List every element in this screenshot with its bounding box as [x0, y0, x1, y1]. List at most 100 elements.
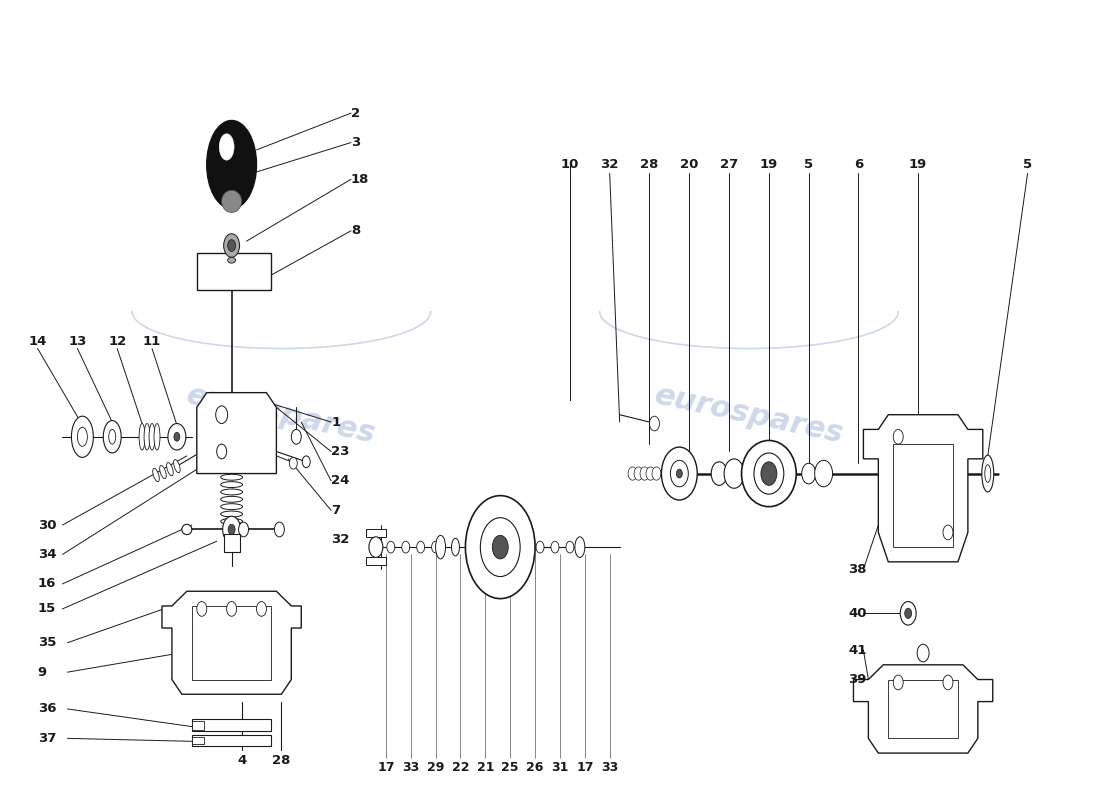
Ellipse shape — [103, 421, 121, 453]
Circle shape — [292, 430, 301, 444]
Text: 7: 7 — [331, 504, 340, 517]
Text: 40: 40 — [848, 607, 867, 620]
Text: 33: 33 — [601, 762, 618, 774]
Circle shape — [216, 406, 228, 423]
Circle shape — [368, 537, 383, 558]
Ellipse shape — [221, 518, 243, 524]
Ellipse shape — [436, 535, 446, 559]
Text: 39: 39 — [848, 673, 867, 686]
Circle shape — [465, 496, 535, 598]
Ellipse shape — [221, 489, 243, 495]
Circle shape — [646, 467, 654, 480]
Ellipse shape — [222, 190, 242, 213]
Bar — [191, 719, 272, 731]
Bar — [197, 253, 272, 290]
Circle shape — [893, 675, 903, 690]
Bar — [223, 534, 240, 551]
Text: 30: 30 — [37, 518, 56, 531]
Text: 35: 35 — [37, 636, 56, 650]
Circle shape — [222, 516, 241, 542]
Circle shape — [649, 416, 659, 431]
Bar — [366, 558, 386, 565]
Circle shape — [239, 522, 249, 537]
Text: 29: 29 — [427, 762, 444, 774]
Circle shape — [724, 459, 744, 488]
Circle shape — [551, 542, 559, 553]
Circle shape — [652, 467, 661, 480]
Ellipse shape — [221, 504, 243, 510]
Text: 26: 26 — [527, 762, 543, 774]
Circle shape — [431, 542, 440, 553]
Ellipse shape — [451, 538, 460, 556]
Text: 32: 32 — [331, 534, 350, 546]
Bar — [366, 530, 386, 537]
Bar — [889, 679, 958, 738]
Text: 37: 37 — [37, 732, 56, 745]
Circle shape — [815, 460, 833, 487]
Text: 31: 31 — [551, 762, 569, 774]
Text: 2: 2 — [351, 106, 360, 120]
Ellipse shape — [221, 482, 243, 487]
Text: 34: 34 — [37, 548, 56, 561]
Text: 5: 5 — [804, 158, 813, 171]
Text: 21: 21 — [476, 762, 494, 774]
Ellipse shape — [144, 423, 150, 450]
Text: 19: 19 — [909, 158, 927, 171]
Text: 14: 14 — [29, 334, 47, 348]
Bar — [191, 737, 204, 744]
Circle shape — [670, 460, 689, 487]
Text: 19: 19 — [760, 158, 778, 171]
Text: 41: 41 — [848, 644, 867, 657]
Text: 32: 32 — [601, 158, 619, 171]
Circle shape — [712, 462, 727, 486]
Text: 3: 3 — [351, 136, 361, 149]
Text: 18: 18 — [351, 173, 370, 186]
Text: 9: 9 — [37, 666, 46, 678]
Text: 23: 23 — [331, 445, 350, 458]
Circle shape — [904, 608, 912, 618]
Circle shape — [661, 447, 697, 500]
Polygon shape — [854, 665, 993, 753]
Circle shape — [536, 542, 544, 553]
Text: 5: 5 — [1023, 158, 1032, 171]
Text: 6: 6 — [854, 158, 864, 171]
Circle shape — [387, 542, 395, 553]
Ellipse shape — [154, 423, 160, 450]
Ellipse shape — [228, 258, 235, 263]
Text: 13: 13 — [68, 334, 87, 348]
Circle shape — [274, 522, 284, 537]
Circle shape — [640, 467, 649, 480]
Text: 4: 4 — [236, 754, 246, 767]
Circle shape — [917, 644, 930, 662]
Text: 22: 22 — [452, 762, 470, 774]
Ellipse shape — [148, 423, 155, 450]
Ellipse shape — [221, 474, 243, 480]
Ellipse shape — [77, 427, 87, 446]
Ellipse shape — [207, 121, 256, 209]
Ellipse shape — [984, 465, 991, 482]
Circle shape — [223, 234, 240, 258]
Ellipse shape — [575, 537, 585, 558]
Circle shape — [402, 542, 409, 553]
Text: eurospares: eurospares — [184, 381, 378, 449]
Circle shape — [197, 602, 207, 616]
Ellipse shape — [153, 469, 159, 482]
Text: 24: 24 — [331, 474, 350, 487]
Ellipse shape — [160, 466, 166, 478]
Ellipse shape — [139, 423, 145, 450]
Circle shape — [628, 467, 637, 480]
Text: 1: 1 — [331, 415, 340, 429]
Text: 28: 28 — [272, 754, 290, 767]
Circle shape — [217, 444, 227, 459]
Text: 36: 36 — [37, 702, 56, 715]
Text: 15: 15 — [37, 602, 56, 615]
Text: 20: 20 — [680, 158, 698, 171]
Polygon shape — [162, 591, 301, 694]
Ellipse shape — [221, 511, 243, 517]
Circle shape — [943, 525, 953, 540]
Circle shape — [943, 675, 953, 690]
Polygon shape — [864, 414, 982, 562]
Circle shape — [481, 518, 520, 577]
Text: 17: 17 — [377, 762, 395, 774]
Bar — [191, 721, 204, 730]
